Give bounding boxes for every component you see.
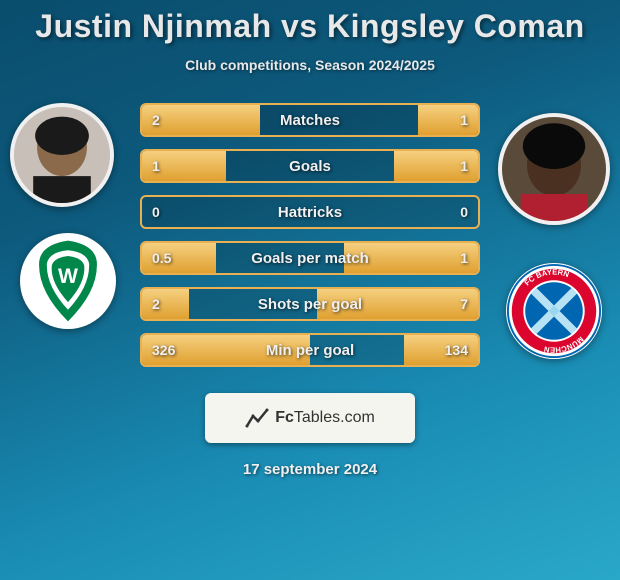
stat-row: 27Shots per goal [140,287,480,321]
stat-label: Shots per goal [142,289,478,319]
svg-text:W: W [58,265,78,288]
date-label: 17 september 2024 [0,461,620,478]
branding-text: FcTables.com [275,409,375,427]
stat-label: Goals [142,151,478,181]
player-left-avatar [10,103,114,207]
subtitle: Club competitions, Season 2024/2025 [0,57,620,73]
stat-row: 326134Min per goal [140,333,480,367]
stat-row: 0.51Goals per match [140,241,480,275]
player-right-avatar [498,113,610,225]
stat-row: 21Matches [140,103,480,137]
stat-label: Matches [142,105,478,135]
stat-row: 11Goals [140,149,480,183]
stat-row: 00Hattricks [140,195,480,229]
comparison-card: Justin Njinmah vs Kingsley Coman Club co… [0,0,620,580]
stat-label: Goals per match [142,243,478,273]
stat-label: Min per goal [142,335,478,365]
stat-label: Hattricks [142,197,478,227]
stat-bars: 21Matches 11Goals 00Hattricks 0.51Goals per… [140,103,480,379]
branding-badge[interactable]: FcTables.com [205,393,415,443]
club-left-badge: W [20,233,116,329]
club-right-badge: FC BAYERN MÜNCHEN [506,263,602,359]
chart-icon [245,406,269,430]
page-title: Justin Njinmah vs Kingsley Coman [0,0,620,45]
main-area: W FC BAYERN MÜNC [0,103,620,373]
